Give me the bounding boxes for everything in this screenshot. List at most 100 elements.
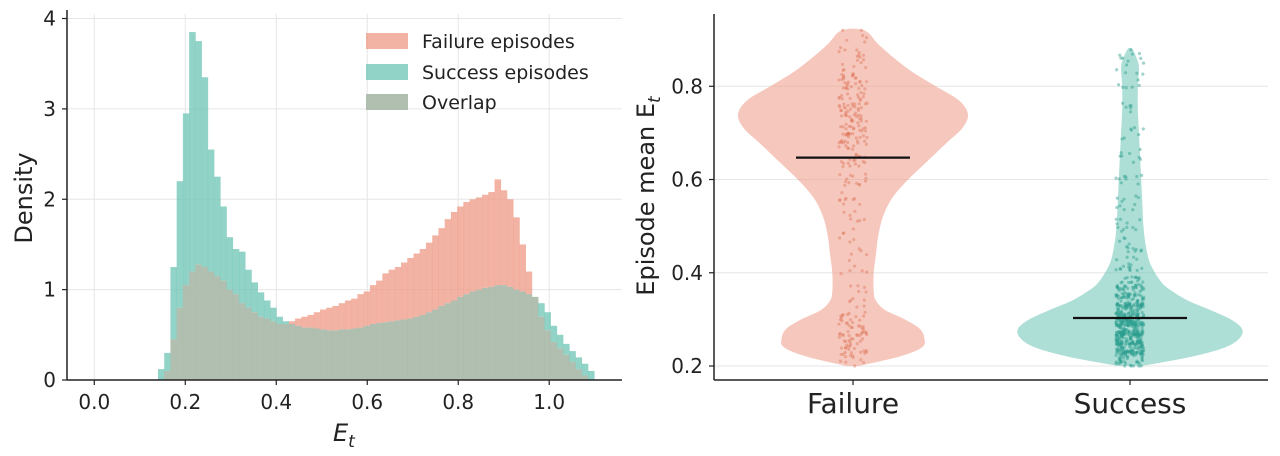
jitter-point (1114, 336, 1118, 340)
jitter-point (1118, 304, 1122, 308)
jitter-point (1116, 312, 1120, 316)
jitter-point (1140, 331, 1144, 335)
jitter-point (1114, 321, 1118, 325)
jitter-point (841, 313, 845, 317)
y-tick-label: 0.6 (671, 168, 703, 192)
jitter-point (849, 284, 853, 288)
jitter-point (1132, 327, 1136, 331)
jitter-point (849, 252, 854, 256)
jitter-point (1135, 351, 1139, 355)
jitter-point (1124, 328, 1128, 332)
jitter-point (847, 135, 851, 139)
jitter-point (1134, 360, 1139, 364)
jitter-point (1134, 312, 1138, 316)
y-tick-label: 4 (43, 7, 56, 31)
jitter-point (1140, 343, 1144, 347)
overlap-bar (313, 328, 321, 380)
jitter-point (844, 133, 848, 137)
jitter-point (1117, 318, 1122, 323)
jitter-point (839, 316, 844, 320)
overlap-bar (413, 316, 421, 380)
jitter-point (848, 132, 853, 136)
jitter-point (1142, 297, 1146, 301)
jitter-point (1135, 299, 1139, 303)
jitter-point (1140, 358, 1144, 362)
jitter-point (1126, 349, 1130, 353)
jitter-point (1116, 287, 1120, 291)
jitter-point (1122, 285, 1126, 289)
failure-bar (295, 318, 302, 326)
jitter-point (1122, 174, 1127, 178)
jitter-point (844, 86, 848, 90)
jitter-point (855, 139, 860, 143)
jitter-point (1135, 335, 1140, 339)
jitter-point (1119, 334, 1124, 338)
jitter-point (847, 347, 851, 352)
jitter-point (1126, 350, 1130, 355)
failure-bar (288, 321, 296, 324)
jitter-point (859, 358, 863, 362)
jitter-point (1118, 352, 1122, 356)
jitter-point (848, 342, 853, 346)
jitter-point (1132, 293, 1136, 297)
jitter-point (1116, 343, 1120, 347)
jitter-point (861, 324, 865, 329)
jitter-point (865, 270, 869, 274)
jitter-point (859, 28, 864, 32)
jitter-point (853, 162, 857, 166)
jitter-point (1119, 331, 1123, 335)
jitter-point (855, 342, 859, 346)
jitter-point (1121, 341, 1125, 345)
jitter-point (848, 213, 852, 218)
jitter-point (846, 161, 850, 165)
jitter-point (1120, 343, 1124, 347)
success-bar (239, 251, 246, 304)
jitter-point (862, 314, 866, 318)
jitter-point (846, 131, 850, 136)
jitter-point (1123, 328, 1127, 332)
jitter-point (1129, 263, 1133, 267)
overlap-bar (344, 329, 352, 380)
jitter-point (846, 140, 850, 145)
jitter-point (1142, 287, 1146, 291)
jitter-point (1127, 330, 1131, 335)
jitter-point (859, 106, 863, 110)
jitter-point (1124, 304, 1128, 308)
jitter-point (1120, 313, 1124, 318)
jitter-point (1127, 333, 1132, 337)
jitter-point (1139, 338, 1143, 342)
jitter-point (1123, 343, 1128, 347)
overlap-bar (531, 296, 539, 380)
jitter-point (1120, 351, 1124, 355)
jitter-point (1127, 318, 1131, 323)
overlap-bar (295, 325, 302, 380)
jitter-point (1121, 56, 1125, 60)
jitter-point (1128, 349, 1132, 353)
jitter-point (1139, 364, 1143, 368)
overlap-bar (494, 285, 502, 380)
jitter-point (1116, 301, 1120, 305)
jitter-point (1120, 332, 1124, 336)
jitter-point (1122, 207, 1126, 212)
jitter-point (847, 299, 852, 304)
jitter-point (1141, 330, 1145, 334)
jitter-point (1134, 286, 1138, 290)
jitter-point (1136, 332, 1141, 337)
jitter-point (1139, 345, 1143, 349)
jitter-point (1126, 246, 1130, 250)
jitter-point (1116, 338, 1120, 342)
jitter-point (851, 354, 855, 358)
jitter-point (859, 249, 863, 253)
jitter-point (1136, 303, 1140, 307)
jitter-point (1131, 352, 1135, 356)
jitter-point (1123, 276, 1127, 280)
jitter-point (860, 269, 864, 273)
jitter-point (861, 53, 866, 57)
failure-bar (494, 179, 502, 286)
jitter-point (1139, 349, 1144, 353)
jitter-point (1133, 332, 1138, 337)
jitter-point (1131, 303, 1135, 308)
jitter-point (859, 119, 863, 123)
jitter-point (1132, 311, 1136, 315)
jitter-point (1115, 293, 1119, 298)
